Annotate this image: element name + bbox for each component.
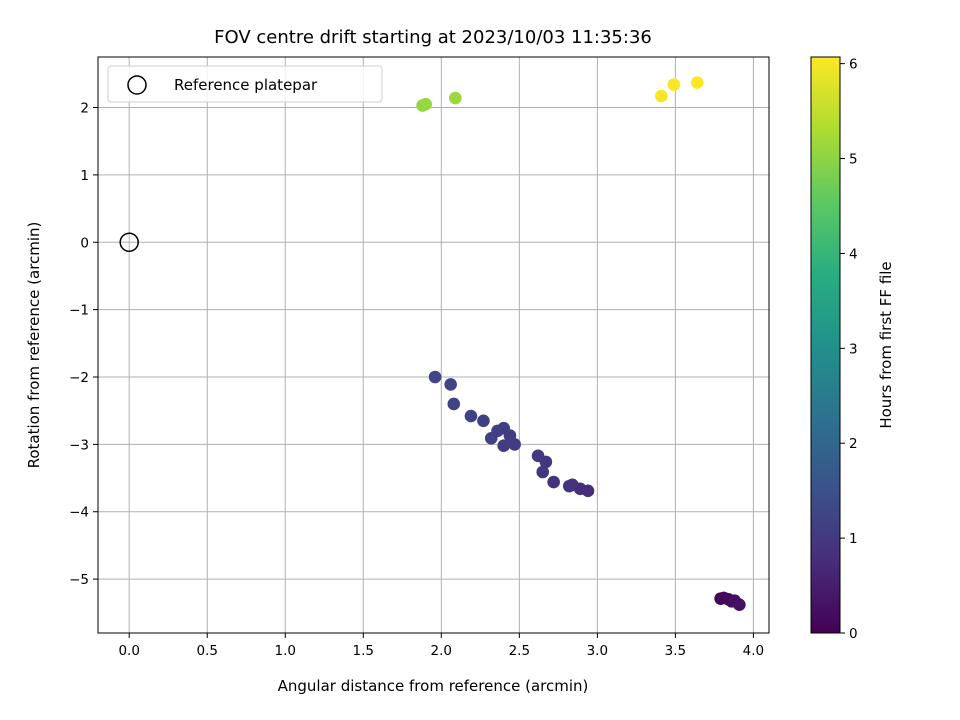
x-tick-label: 0.5 xyxy=(196,643,217,659)
data-point xyxy=(428,370,442,384)
grid-lines xyxy=(98,57,769,633)
data-point xyxy=(497,439,511,453)
colorbar xyxy=(810,56,841,634)
reference-platepar-marker xyxy=(119,232,139,253)
y-tick-label: 1 xyxy=(80,168,89,184)
x-tick-label: 4.0 xyxy=(743,643,764,659)
x-tick-label: 2.0 xyxy=(431,643,452,659)
y-tick-label: −1 xyxy=(69,303,89,319)
data-point xyxy=(477,414,490,428)
data-point xyxy=(690,76,704,89)
y-tick-label: −4 xyxy=(69,505,89,521)
data-point xyxy=(419,97,432,111)
legend-box xyxy=(107,65,383,103)
x-tick-label: 3.5 xyxy=(665,643,686,659)
data-point xyxy=(484,432,498,445)
x-tick-label: 3.0 xyxy=(587,643,608,659)
x-tick-label: 2.5 xyxy=(509,643,530,659)
colorbar-tick-label: 2 xyxy=(849,436,858,452)
chart-title: FOV centre drift starting at 2023/10/03 … xyxy=(214,27,652,48)
data-point xyxy=(667,78,681,91)
x-tick-label: 0.0 xyxy=(118,643,139,659)
plot-frame xyxy=(97,56,770,634)
colorbar-tick-label: 4 xyxy=(849,246,858,262)
data-point xyxy=(449,91,462,105)
x-tick-label: 1.0 xyxy=(275,643,296,659)
colorbar-ticks: 0 1 2 3 4 5 6 xyxy=(840,57,858,642)
y-tick-label: 2 xyxy=(80,101,89,117)
colorbar-tick-label: 5 xyxy=(849,152,858,168)
x-axis-label: Angular distance from reference (arcmin) xyxy=(278,677,589,695)
y-tick-label: −3 xyxy=(69,437,89,453)
data-point xyxy=(531,449,545,463)
legend-marker xyxy=(127,75,147,95)
data-point xyxy=(547,475,560,489)
x-tick-label: 1.5 xyxy=(353,643,374,659)
colorbar-tick-label: 3 xyxy=(849,341,858,357)
y-tick-label: 0 xyxy=(80,235,89,251)
y-tick-label: −5 xyxy=(69,572,89,588)
colorbar-tick-label: 1 xyxy=(849,531,858,547)
data-point xyxy=(733,598,746,612)
data-point xyxy=(655,89,668,103)
legend: Reference platepar xyxy=(107,65,383,103)
colorbar-label: Hours from first FF file xyxy=(877,261,895,428)
y-axis-label: Rotation from reference (arcmin) xyxy=(25,222,43,469)
data-point xyxy=(444,378,457,391)
y-axis-ticks: −5 −4 −3 −2 −1 0 1 2 xyxy=(69,101,98,588)
data-point xyxy=(464,409,478,423)
legend-entry: Reference platepar xyxy=(174,76,318,94)
colorbar-tick-label: 0 xyxy=(849,626,858,642)
data-point xyxy=(562,479,576,493)
data-points xyxy=(416,76,746,612)
data-point xyxy=(447,397,461,411)
data-point xyxy=(536,465,550,479)
x-axis-ticks: 0.0 0.5 1.0 1.5 2.0 2.5 3.0 3.5 4.0 xyxy=(118,633,764,659)
colorbar-tick-label: 6 xyxy=(849,57,858,73)
y-tick-label: −2 xyxy=(69,370,89,386)
